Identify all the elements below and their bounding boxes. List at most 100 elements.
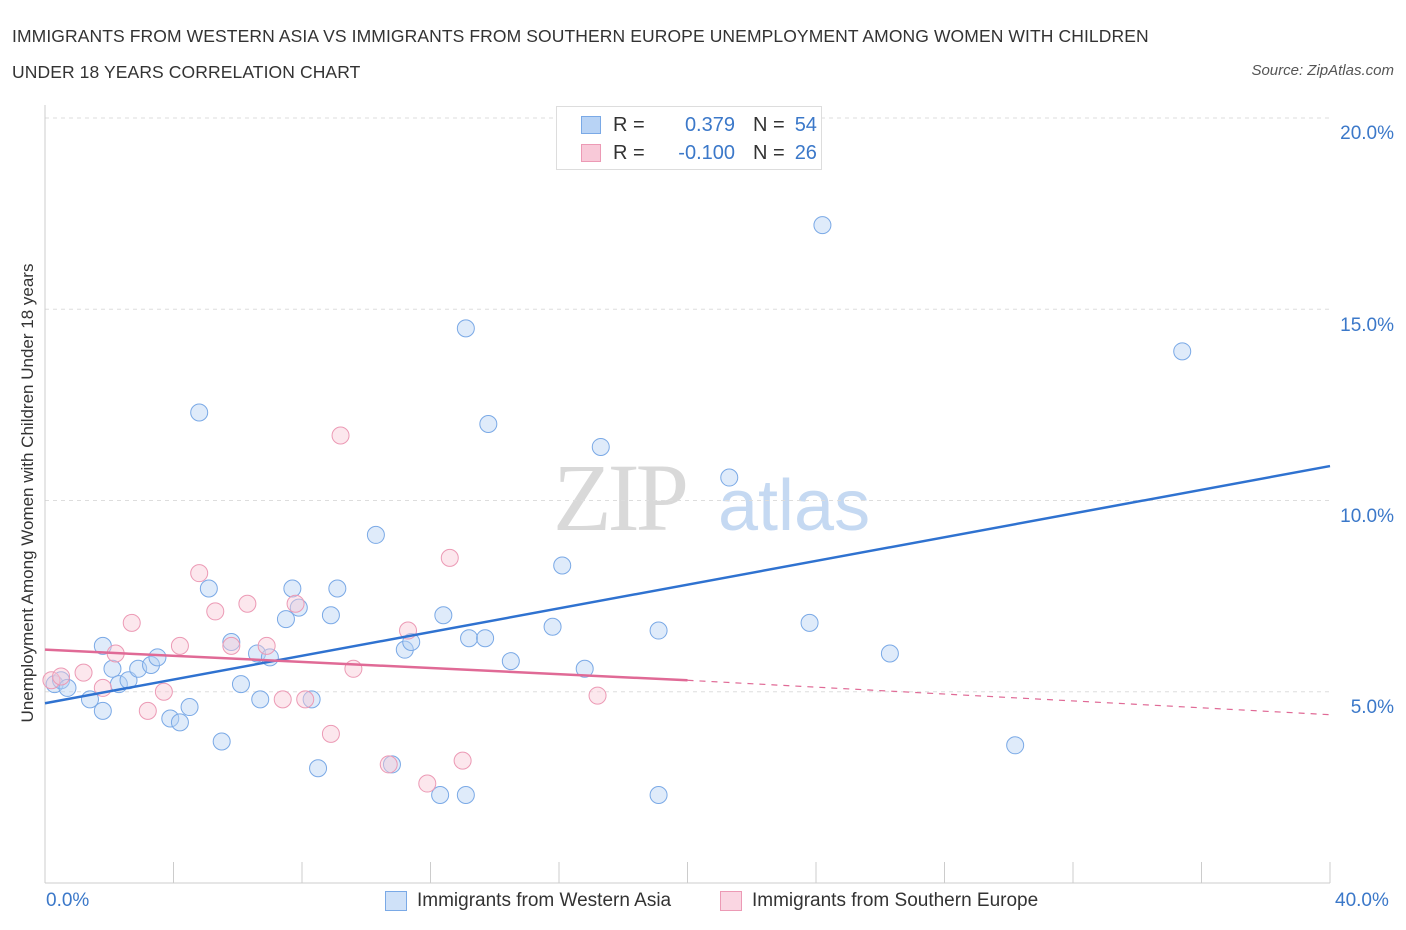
- point-western-asia: [148, 648, 167, 667]
- point-southern-europe: [206, 602, 225, 621]
- watermark-atlas: atlas: [718, 466, 870, 546]
- legend-r-label: R =: [613, 141, 645, 164]
- point-western-asia: [501, 652, 520, 671]
- point-southern-europe: [296, 690, 315, 709]
- point-western-asia: [880, 644, 899, 663]
- point-western-asia: [456, 786, 475, 805]
- point-western-asia: [402, 633, 421, 652]
- point-southern-europe: [42, 671, 61, 690]
- legend-r-value: -0.100: [678, 141, 735, 164]
- point-western-asia: [58, 678, 77, 697]
- point-southern-europe: [379, 755, 398, 774]
- point-western-asia: [434, 606, 453, 625]
- point-western-asia: [276, 610, 295, 629]
- point-western-asia: [479, 415, 498, 433]
- point-western-asia: [190, 403, 209, 422]
- point-southern-europe: [331, 426, 350, 445]
- point-western-asia: [456, 319, 475, 338]
- point-southern-europe: [418, 774, 437, 793]
- chart-title: IMMIGRANTS FROM WESTERN ASIA VS IMMIGRAN…: [12, 26, 1149, 82]
- trendline-southern-europe-extension: [687, 679, 1331, 716]
- point-southern-europe: [122, 613, 141, 632]
- point-southern-europe: [238, 594, 257, 613]
- legend-row-southern-europe: R = -0.100 N = 26: [581, 141, 817, 165]
- point-western-asia: [649, 786, 668, 805]
- point-western-asia: [431, 786, 450, 805]
- y-tick-label: 10.0%: [1340, 506, 1394, 527]
- point-southern-europe: [257, 636, 276, 655]
- point-western-asia: [52, 671, 71, 690]
- correlation-legend: R = 0.379 N = 54 R = -0.100 N = 26: [556, 106, 822, 170]
- source-label: Source: ZipAtlas.com: [1251, 62, 1394, 79]
- point-western-asia: [649, 621, 668, 640]
- series-legend-label: Immigrants from Western Asia: [417, 890, 672, 911]
- point-western-asia: [161, 709, 180, 728]
- point-southern-europe: [170, 636, 189, 655]
- y-tick-label: 5.0%: [1350, 697, 1394, 718]
- point-western-asia: [800, 613, 819, 632]
- series-legend: Immigrants from Western Asia Immigrants …: [0, 890, 1406, 916]
- legend-row-western-asia: R = 0.379 N = 54: [581, 113, 817, 137]
- point-southern-europe: [588, 686, 607, 705]
- y-axis-label: Unemployment Among Women with Children U…: [18, 263, 37, 723]
- point-southern-europe: [321, 724, 340, 743]
- point-southern-europe: [138, 701, 157, 720]
- point-western-asia: [283, 579, 302, 598]
- point-western-asia: [103, 659, 122, 678]
- x-tick-label: 40.0%: [1335, 890, 1389, 911]
- series-legend-item-western-asia: Immigrants from Western Asia: [385, 890, 671, 912]
- point-western-asia: [1006, 736, 1025, 755]
- legend-r-value: 0.379: [684, 113, 735, 136]
- point-southern-europe: [154, 682, 173, 701]
- point-western-asia: [543, 617, 562, 636]
- point-southern-europe: [286, 594, 305, 613]
- point-western-asia: [813, 216, 832, 235]
- point-western-asia: [199, 579, 218, 598]
- legend-n-label: N =: [753, 113, 785, 136]
- y-tick-label: 20.0%: [1340, 123, 1394, 144]
- point-western-asia: [93, 701, 112, 720]
- point-western-asia: [321, 606, 340, 625]
- point-western-asia: [309, 759, 328, 778]
- point-western-asia: [575, 659, 594, 678]
- point-western-asia: [553, 556, 572, 575]
- point-western-asia: [251, 690, 270, 709]
- watermark-zip: ZIP: [553, 444, 686, 551]
- legend-swatch-pink: [581, 144, 601, 162]
- point-southern-europe: [273, 690, 292, 709]
- point-western-asia: [476, 629, 495, 648]
- point-western-asia: [170, 713, 189, 732]
- point-southern-europe: [52, 667, 71, 686]
- point-southern-europe: [453, 751, 472, 770]
- legend-n-value: 54: [794, 113, 817, 136]
- trendline-western-asia: [44, 464, 1331, 705]
- legend-n-label: N =: [753, 141, 785, 164]
- trendline-southern-europe: [44, 648, 688, 682]
- point-western-asia: [212, 732, 231, 751]
- point-western-asia: [395, 640, 414, 659]
- series-legend-item-southern-europe: Immigrants from Southern Europe: [720, 890, 1038, 912]
- point-southern-europe: [74, 663, 93, 682]
- point-western-asia: [142, 655, 161, 674]
- point-western-asia: [231, 675, 250, 694]
- legend-swatch-blue: [385, 891, 407, 911]
- point-southern-europe: [222, 636, 241, 655]
- point-western-asia: [591, 437, 610, 456]
- y-tick-label: 15.0%: [1340, 315, 1394, 336]
- point-western-asia: [302, 690, 321, 709]
- legend-swatch-blue: [581, 116, 601, 134]
- point-western-asia: [366, 525, 385, 544]
- point-western-asia: [720, 468, 739, 487]
- legend-n-value: 26: [794, 141, 817, 164]
- point-western-asia: [1173, 342, 1192, 361]
- point-southern-europe: [440, 548, 459, 567]
- x-tick-label: 0.0%: [46, 890, 90, 911]
- point-southern-europe: [190, 564, 209, 583]
- point-western-asia: [222, 633, 241, 652]
- point-western-asia: [180, 698, 199, 717]
- point-western-asia: [328, 579, 347, 598]
- point-western-asia: [460, 629, 479, 648]
- legend-swatch-pink: [720, 891, 742, 911]
- legend-r-label: R =: [613, 113, 645, 136]
- series-legend-label: Immigrants from Southern Europe: [752, 890, 1039, 911]
